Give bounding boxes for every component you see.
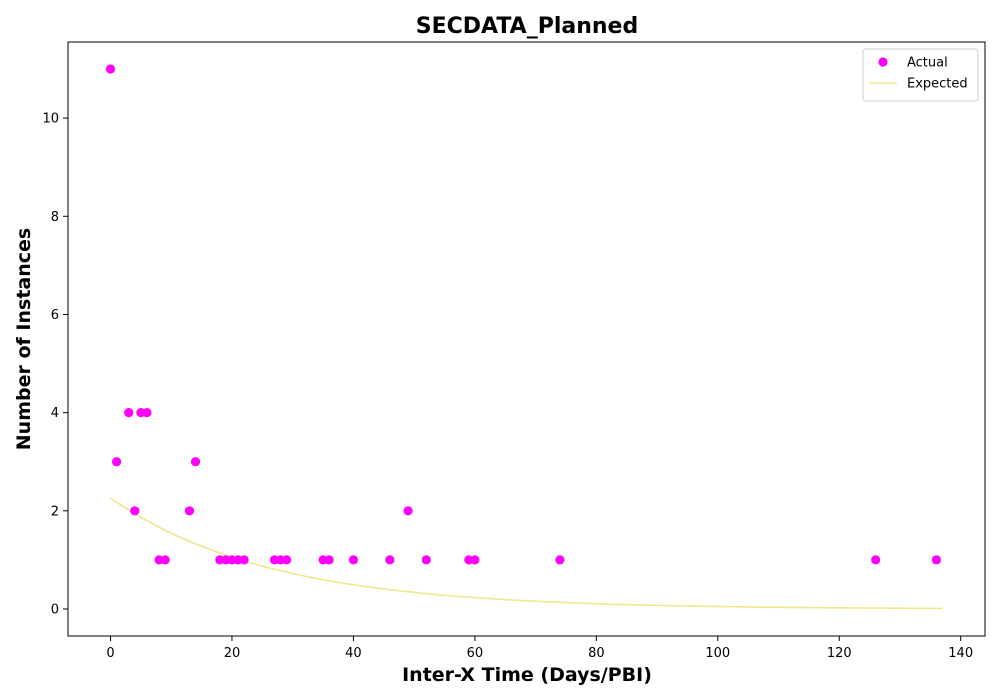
plot-area <box>105 64 943 610</box>
data-point <box>348 555 359 565</box>
y-axis-label: Number of Instances <box>13 228 35 450</box>
data-point <box>555 555 565 565</box>
legend-box <box>862 48 979 102</box>
data-point <box>470 555 480 565</box>
data-point <box>282 555 292 565</box>
x-tick-label: 60 <box>467 646 484 661</box>
x-tick-label: 20 <box>224 646 241 661</box>
legend-label: Actual <box>907 56 948 71</box>
y-tick-label: 2 <box>51 504 59 519</box>
data-point <box>403 506 413 516</box>
axes: 0 20 40 60 80 100 120 140 0 2 4 6 8 10 <box>42 41 986 661</box>
x-axis-label: Inter-X Time (Days/PBI) <box>402 664 652 686</box>
data-point <box>190 457 201 467</box>
legend-marker-actual <box>878 57 888 67</box>
x-tick-label: 80 <box>588 646 605 661</box>
data-point <box>142 408 152 418</box>
data-point <box>931 555 942 565</box>
expected-curve <box>110 497 943 610</box>
x-tick-label: 140 <box>948 646 973 661</box>
y-tick-label: 6 <box>51 308 59 323</box>
data-point <box>324 555 334 565</box>
chart-title: SECDATA_Planned <box>416 14 638 39</box>
data-point <box>239 555 249 565</box>
data-point <box>105 64 116 74</box>
y-tick-label: 0 <box>51 603 59 618</box>
y-tick-label: 10 <box>42 112 59 127</box>
x-tick-label: 40 <box>345 646 362 661</box>
legend: Actual Expected <box>862 48 979 102</box>
legend-label: Expected <box>907 77 968 92</box>
data-point <box>130 506 140 516</box>
y-tick-label: 4 <box>51 406 59 421</box>
data-point <box>421 555 431 565</box>
plot-frame <box>67 41 986 637</box>
data-point <box>160 555 170 565</box>
x-tick-label: 0 <box>106 646 114 661</box>
data-point <box>124 408 134 418</box>
x-tick-label: 100 <box>705 646 730 661</box>
data-point <box>111 457 122 467</box>
y-tick-label: 8 <box>51 210 59 225</box>
data-point <box>871 555 881 565</box>
data-point <box>385 555 395 565</box>
data-point <box>184 506 195 516</box>
x-tick-label: 120 <box>827 646 852 661</box>
